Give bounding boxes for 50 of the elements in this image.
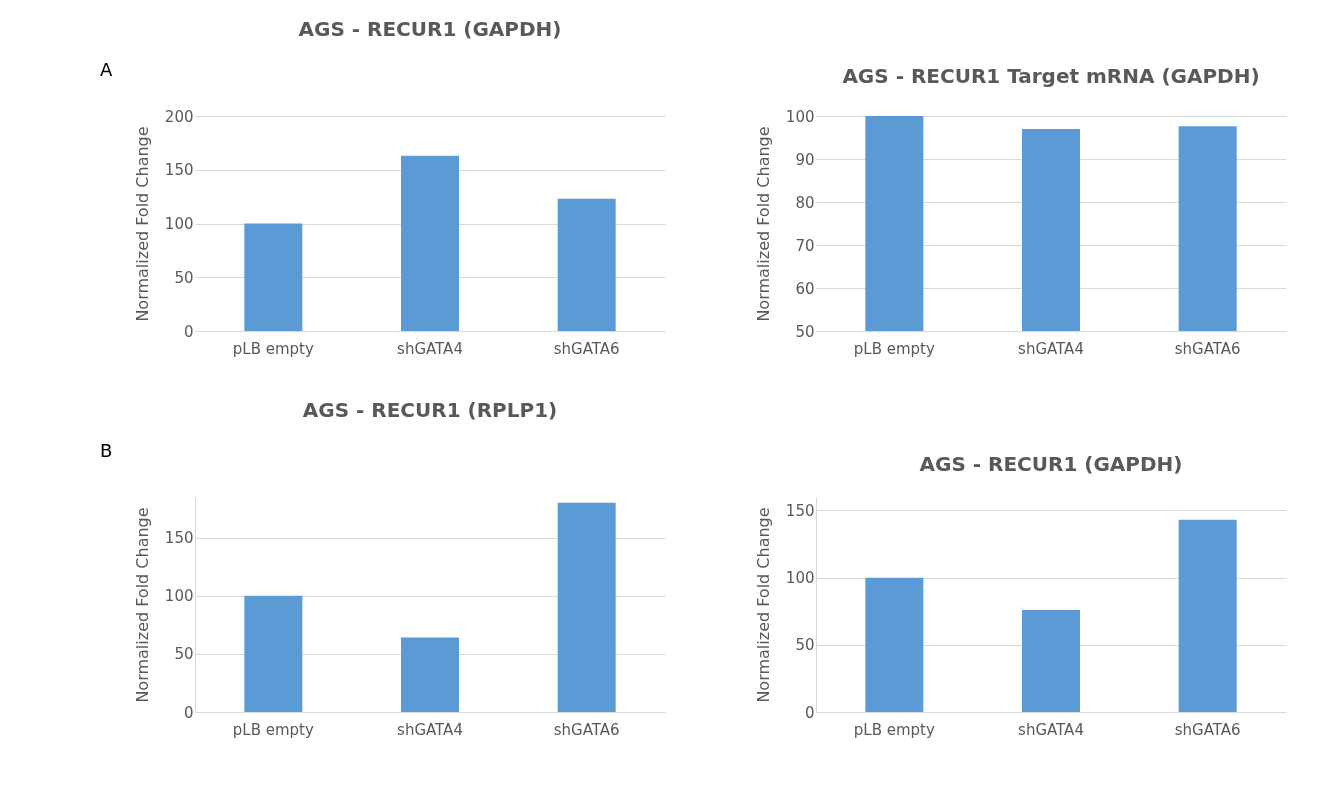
y-axis-title: Normalized Fold Change [753, 507, 773, 703]
y-tick-label: 0 [804, 703, 815, 722]
x-tick-label: pLB empty [232, 720, 314, 739]
y-tick-label: 200 [164, 107, 194, 126]
y-tick-label: 150 [164, 161, 194, 180]
text: B [100, 440, 113, 461]
bar [244, 595, 303, 712]
bar [1178, 519, 1237, 712]
bar [557, 502, 616, 712]
y-tick-label: 150 [785, 501, 815, 520]
x-tick-label: shGATA4 [1018, 339, 1084, 358]
bar [244, 223, 303, 331]
y-tick-label: 100 [164, 587, 194, 606]
x-tick-label: shGATA6 [553, 339, 620, 358]
y-tick-label: 100 [164, 215, 194, 233]
chart-title: AGS - RECUR1 Target mRNA (GAPDH) [842, 64, 1260, 88]
y-tick-label: 50 [795, 636, 815, 655]
x-tick-label: shGATA4 [1018, 720, 1084, 739]
y-axis-title: Normalized Fold Change [132, 507, 152, 703]
bar [401, 637, 459, 712]
y-tick-label: 50 [174, 645, 194, 664]
y-tick-label: 150 [164, 529, 194, 548]
x-tick-label: shGATA4 [397, 720, 463, 739]
y-axis-title: Normalized Fold Change [132, 126, 152, 322]
y-tick-label: 0 [183, 703, 194, 722]
y-tick-label: 70 [795, 236, 815, 255]
x-tick-label: shGATA4 [397, 339, 463, 358]
bar [865, 577, 924, 712]
chart-title: AGS - RECUR1 (GAPDH) [919, 452, 1183, 476]
y-tick-label: 100 [785, 569, 815, 588]
x-tick-label: shGATA6 [553, 720, 620, 739]
x-tick-label: shGATA6 [1174, 339, 1241, 358]
y-tick-label: 0 [183, 322, 194, 341]
text: A [100, 59, 113, 80]
x-tick-label: shGATA6 [1174, 720, 1241, 739]
bar [1022, 609, 1080, 712]
chart-title: AGS - RECUR1 (RPLP1) [302, 398, 558, 422]
x-tick-label: pLB empty [853, 339, 935, 358]
y-tick-label: 60 [795, 279, 815, 298]
y-tick-label: 50 [174, 268, 194, 287]
y-tick-label: 90 [795, 150, 815, 169]
bar [401, 155, 459, 331]
y-tick-label: 100 [785, 107, 815, 126]
y-tick-label: 80 [795, 193, 815, 212]
chart-title: AGS - RECUR1 (GAPDH) [298, 17, 562, 41]
x-tick-label: pLB empty [232, 339, 314, 358]
y-axis-title: Normalized Fold Change [753, 126, 773, 322]
x-tick-label: pLB empty [853, 720, 935, 739]
y-tick-label: 50 [795, 322, 815, 341]
bar [557, 198, 616, 331]
